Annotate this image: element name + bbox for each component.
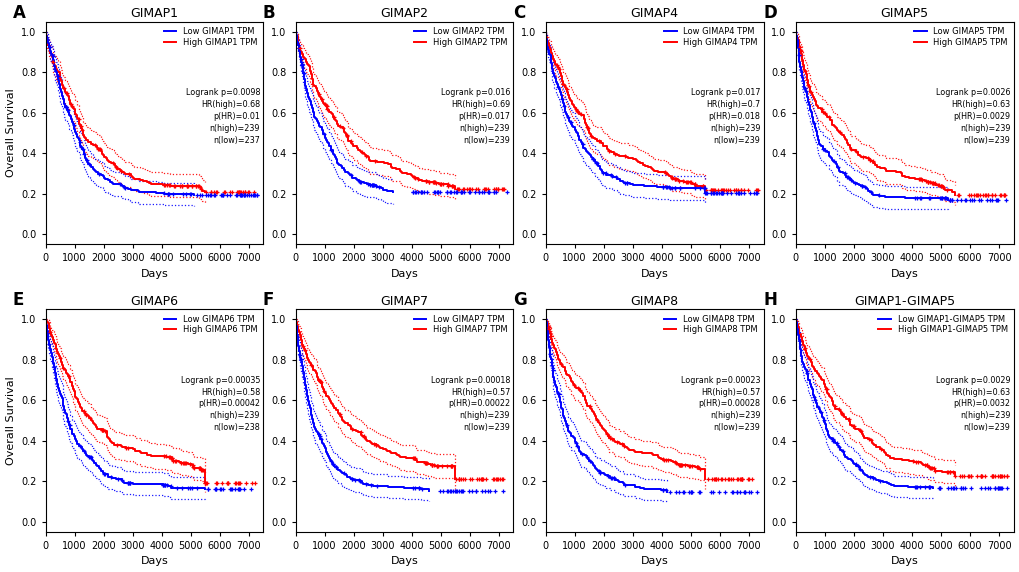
X-axis label: Days: Days — [141, 557, 168, 566]
Legend: Low GIMAP7 TPM, High GIMAP7 TPM: Low GIMAP7 TPM, High GIMAP7 TPM — [412, 313, 508, 336]
Title: GIMAP8: GIMAP8 — [630, 295, 678, 308]
Text: C: C — [513, 4, 525, 22]
Legend: Low GIMAP1 TPM, High GIMAP1 TPM: Low GIMAP1 TPM, High GIMAP1 TPM — [162, 26, 259, 48]
X-axis label: Days: Days — [640, 269, 667, 279]
Legend: Low GIMAP1-GIMAP5 TPM, High GIMAP1-GIMAP5 TPM: Low GIMAP1-GIMAP5 TPM, High GIMAP1-GIMAP… — [876, 313, 1009, 336]
Text: E: E — [13, 291, 24, 309]
Text: F: F — [263, 291, 274, 309]
Title: GIMAP7: GIMAP7 — [380, 295, 428, 308]
Legend: Low GIMAP4 TPM, High GIMAP4 TPM: Low GIMAP4 TPM, High GIMAP4 TPM — [661, 26, 758, 48]
Text: Logrank p=0.00023
HR(high)=0.57
p(HR)=0.00028
n(high)=239
n(low)=239: Logrank p=0.00023 HR(high)=0.57 p(HR)=0.… — [680, 376, 759, 432]
Text: D: D — [762, 4, 776, 22]
Title: GIMAP4: GIMAP4 — [630, 7, 678, 21]
Text: Logrank p=0.0029
HR(high)=0.63
p(HR)=0.0032
n(high)=239
n(low)=239: Logrank p=0.0029 HR(high)=0.63 p(HR)=0.0… — [934, 376, 1010, 432]
Legend: Low GIMAP8 TPM, High GIMAP8 TPM: Low GIMAP8 TPM, High GIMAP8 TPM — [661, 313, 758, 336]
X-axis label: Days: Days — [890, 557, 918, 566]
X-axis label: Days: Days — [390, 557, 418, 566]
X-axis label: Days: Days — [390, 269, 418, 279]
Text: B: B — [263, 4, 275, 22]
Title: GIMAP6: GIMAP6 — [130, 295, 178, 308]
Legend: Low GIMAP2 TPM, High GIMAP2 TPM: Low GIMAP2 TPM, High GIMAP2 TPM — [412, 26, 508, 48]
Title: GIMAP2: GIMAP2 — [380, 7, 428, 21]
Title: GIMAP5: GIMAP5 — [879, 7, 928, 21]
Legend: Low GIMAP5 TPM, High GIMAP5 TPM: Low GIMAP5 TPM, High GIMAP5 TPM — [912, 26, 1009, 48]
Y-axis label: Overall Survival: Overall Survival — [5, 376, 15, 465]
Legend: Low GIMAP6 TPM, High GIMAP6 TPM: Low GIMAP6 TPM, High GIMAP6 TPM — [162, 313, 259, 336]
Text: Logrank p=0.00035
HR(high)=0.58
p(HR)=0.00042
n(high)=239
n(low)=238: Logrank p=0.00035 HR(high)=0.58 p(HR)=0.… — [180, 376, 260, 432]
Title: GIMAP1-GIMAP5: GIMAP1-GIMAP5 — [853, 295, 954, 308]
Text: Logrank p=0.0026
HR(high)=0.63
p(HR)=0.0029
n(high)=239
n(low)=239: Logrank p=0.0026 HR(high)=0.63 p(HR)=0.0… — [934, 89, 1010, 145]
Text: G: G — [513, 291, 526, 309]
Y-axis label: Overall Survival: Overall Survival — [5, 89, 15, 177]
X-axis label: Days: Days — [141, 269, 168, 279]
Text: A: A — [13, 4, 25, 22]
Text: Logrank p=0.00018
HR(high)=0.57
p(HR)=0.00022
n(high)=239
n(low)=239: Logrank p=0.00018 HR(high)=0.57 p(HR)=0.… — [430, 376, 510, 432]
Text: Logrank p=0.016
HR(high)=0.69
p(HR)=0.017
n(high)=239
n(low)=239: Logrank p=0.016 HR(high)=0.69 p(HR)=0.01… — [440, 89, 510, 145]
X-axis label: Days: Days — [640, 557, 667, 566]
Text: H: H — [762, 291, 776, 309]
X-axis label: Days: Days — [890, 269, 918, 279]
Title: GIMAP1: GIMAP1 — [130, 7, 178, 21]
Text: Logrank p=0.017
HR(high)=0.7
p(HR)=0.018
n(high)=239
n(low)=239: Logrank p=0.017 HR(high)=0.7 p(HR)=0.018… — [690, 89, 759, 145]
Text: Logrank p=0.0098
HR(high)=0.68
p(HR)=0.01
n(high)=239
n(low)=237: Logrank p=0.0098 HR(high)=0.68 p(HR)=0.0… — [185, 89, 260, 145]
